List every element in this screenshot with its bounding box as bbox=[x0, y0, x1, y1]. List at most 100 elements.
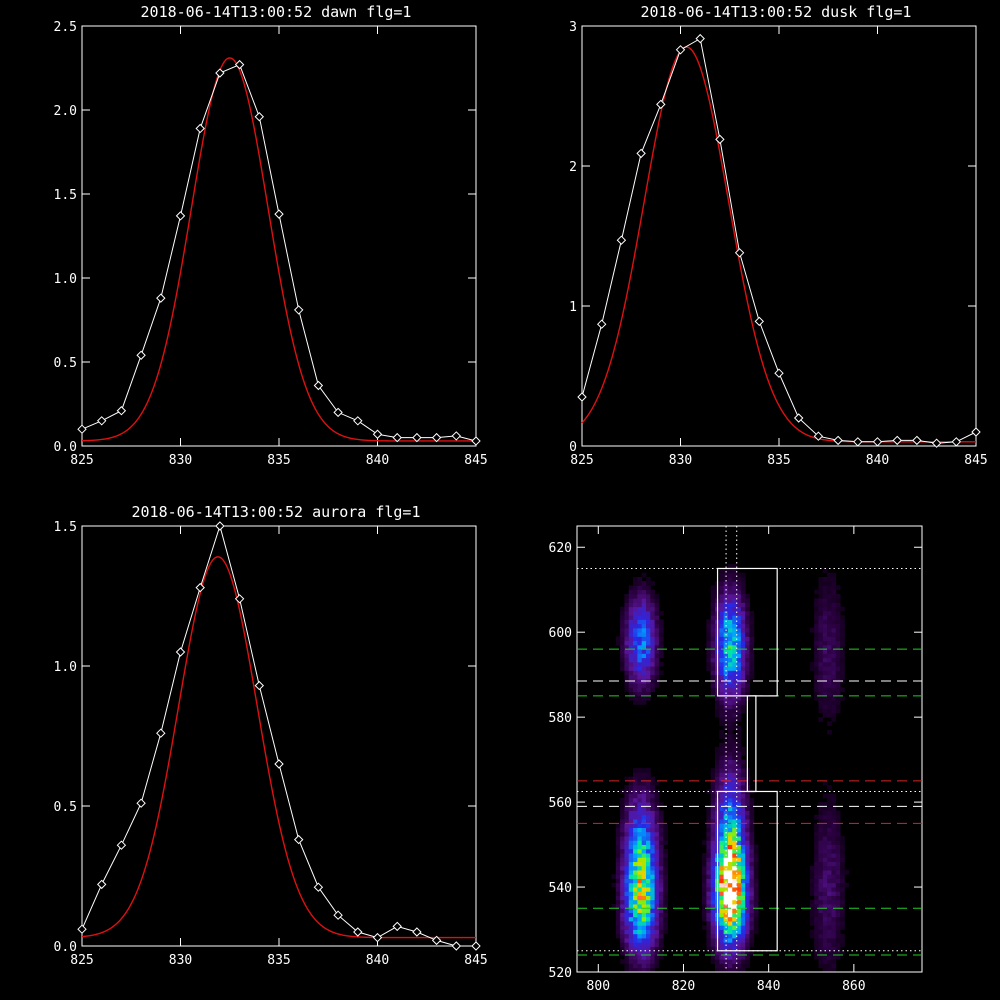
heatmap-cell bbox=[650, 793, 656, 799]
heatmap-cell bbox=[827, 814, 832, 820]
heatmap-cell bbox=[727, 615, 733, 620]
heatmap-cell bbox=[736, 751, 742, 756]
heatmap-cell bbox=[740, 853, 746, 858]
heatmap-cell bbox=[646, 882, 651, 888]
heatmap-cell bbox=[831, 670, 837, 676]
data-point bbox=[675, 45, 686, 55]
heatmap-cell bbox=[827, 785, 832, 790]
heatmap-cell bbox=[650, 865, 656, 871]
heatmap-cell bbox=[740, 768, 746, 773]
heatmap-cell bbox=[753, 848, 759, 854]
heatmap-cell bbox=[715, 695, 720, 701]
heatmap-cell bbox=[646, 789, 651, 794]
heatmap-cell bbox=[835, 644, 841, 650]
heatmap-cell bbox=[827, 963, 832, 969]
heatmap-cell bbox=[650, 602, 656, 608]
heatmap-cell bbox=[745, 615, 750, 620]
data-point bbox=[774, 368, 784, 378]
heatmap-cell bbox=[646, 793, 651, 799]
heatmap-cell bbox=[646, 870, 651, 875]
heatmap-cell bbox=[654, 870, 660, 875]
heatmap-cell bbox=[827, 891, 832, 896]
heatmap-cell bbox=[633, 793, 638, 799]
heatmap-cell bbox=[814, 619, 819, 625]
heatmap-cell bbox=[814, 610, 819, 616]
heatmap-cell bbox=[641, 661, 647, 667]
heatmap-cell bbox=[814, 836, 819, 841]
heatmap-cell bbox=[831, 602, 837, 608]
heatmap-cell bbox=[827, 844, 832, 850]
heatmap-cell bbox=[740, 921, 746, 926]
heatmap-cell bbox=[822, 916, 828, 922]
heatmap-cell bbox=[615, 827, 621, 833]
heatmap-cell bbox=[814, 589, 819, 595]
heatmap-cell bbox=[822, 615, 828, 620]
heatmap-cell bbox=[646, 921, 651, 926]
heatmap-cell bbox=[736, 806, 742, 811]
heatmap-cell bbox=[637, 683, 643, 688]
heatmap-cell bbox=[732, 653, 737, 659]
heatmap-cell bbox=[840, 695, 845, 701]
heatmap-cell bbox=[719, 776, 725, 782]
heatmap-cell bbox=[633, 649, 638, 654]
heatmap-cell bbox=[740, 708, 746, 714]
heatmap-cell bbox=[624, 649, 630, 654]
data-point bbox=[892, 435, 902, 446]
heatmap-cell bbox=[809, 916, 815, 922]
heatmap-cell bbox=[727, 585, 733, 591]
heatmap-cell bbox=[719, 632, 725, 637]
heatmap-cell bbox=[706, 899, 712, 905]
heatmap-cell bbox=[740, 653, 746, 659]
heatmap-cell bbox=[740, 687, 746, 693]
heatmap-cell bbox=[727, 776, 733, 782]
heatmap-cell bbox=[710, 687, 716, 693]
heatmap-cell bbox=[637, 819, 643, 824]
heatmap-cell bbox=[658, 619, 664, 625]
heatmap-cell bbox=[835, 955, 841, 960]
heatmap-cell bbox=[736, 861, 742, 867]
heatmap-cell bbox=[650, 615, 656, 620]
heatmap-cell bbox=[719, 848, 725, 854]
heatmap-cell bbox=[633, 925, 638, 930]
heatmap-cell bbox=[844, 870, 850, 875]
heatmap-cell bbox=[646, 946, 651, 952]
heatmap-cell bbox=[719, 891, 725, 896]
heatmap-cell bbox=[818, 938, 824, 943]
heatmap-cell bbox=[628, 623, 634, 629]
heatmap-cell bbox=[650, 674, 656, 680]
heatmap-cell bbox=[710, 912, 716, 918]
heatmap-cell bbox=[723, 589, 729, 595]
heatmap-cell bbox=[628, 946, 634, 952]
heatmap-cell bbox=[827, 581, 832, 586]
heatmap-cell bbox=[745, 598, 750, 603]
heatmap-cell bbox=[646, 861, 651, 867]
heatmap-cell bbox=[620, 632, 625, 637]
heatmap-cell bbox=[809, 929, 815, 935]
heatmap-cell bbox=[719, 929, 725, 935]
heatmap-cell bbox=[831, 921, 837, 926]
heatmap-cell bbox=[637, 768, 643, 773]
heatmap-cell bbox=[719, 593, 725, 599]
heatmap-cell bbox=[732, 712, 737, 718]
heatmap-cell bbox=[633, 666, 638, 671]
heatmap-cell bbox=[831, 955, 837, 960]
heatmap-cell bbox=[723, 793, 729, 799]
data-point bbox=[951, 437, 962, 447]
data-point bbox=[412, 927, 422, 937]
heatmap-cell bbox=[633, 585, 638, 591]
heatmap-cell bbox=[710, 589, 716, 595]
heatmap-cell bbox=[650, 912, 656, 918]
heatmap-cell bbox=[658, 640, 664, 646]
heatmap-cell bbox=[641, 602, 647, 608]
heatmap-cell bbox=[646, 865, 651, 871]
data-point bbox=[96, 416, 107, 426]
data-point bbox=[77, 924, 87, 934]
heatmap-cell bbox=[633, 933, 638, 939]
data-point bbox=[656, 99, 666, 110]
heatmap-cell bbox=[637, 606, 643, 612]
heatmap-cell bbox=[637, 670, 643, 676]
heatmap-cell bbox=[719, 568, 725, 574]
data-point bbox=[96, 879, 107, 890]
heatmap-cell bbox=[835, 933, 841, 939]
heatmap-cell bbox=[641, 870, 647, 875]
